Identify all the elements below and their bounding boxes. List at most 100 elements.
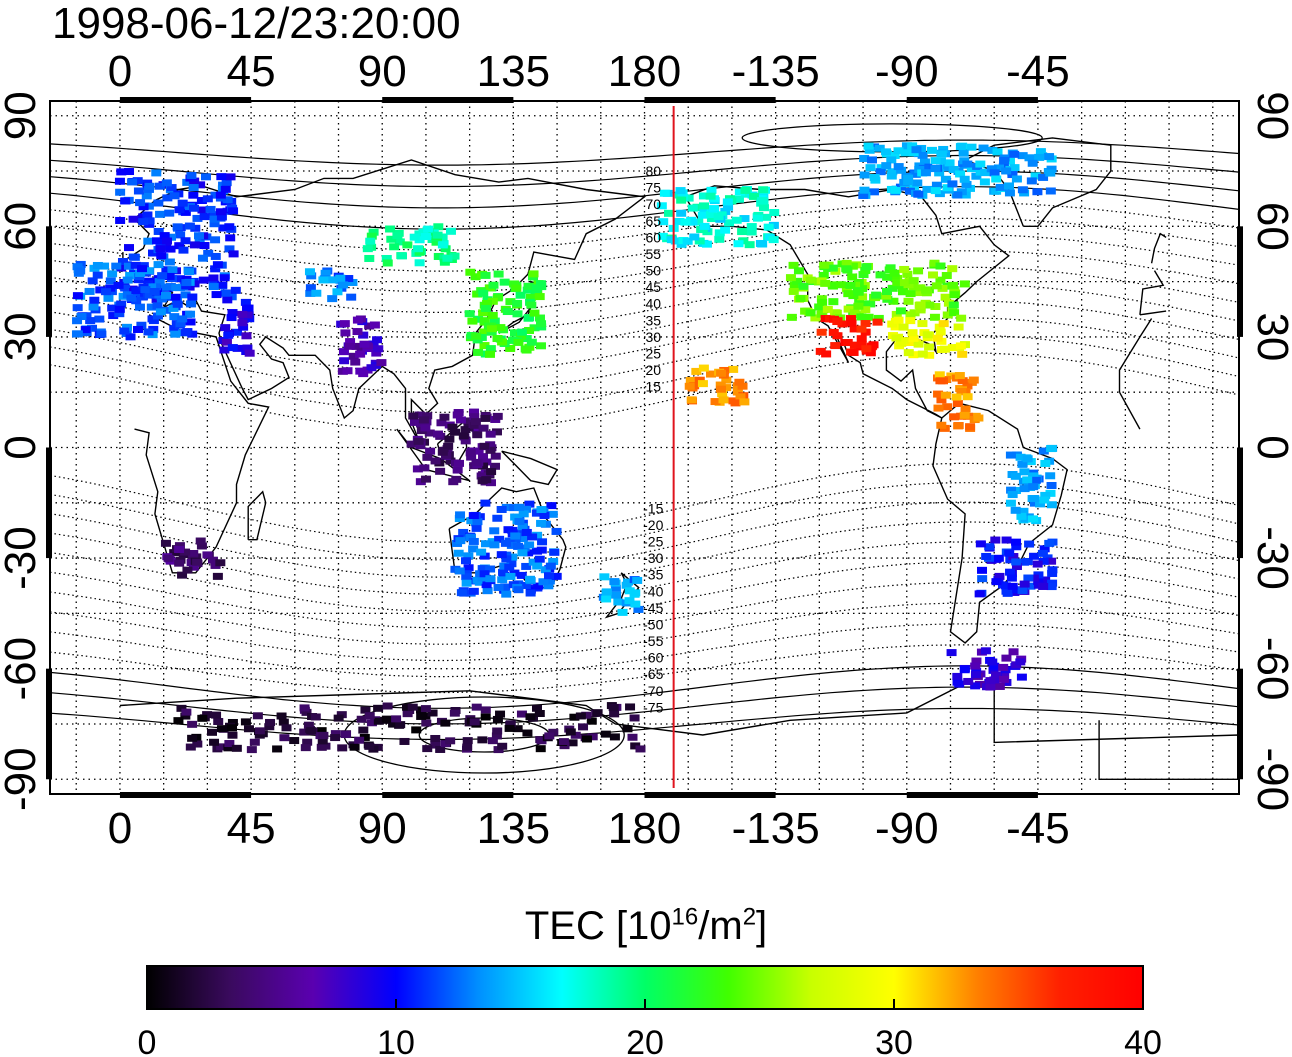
coastline xyxy=(498,280,544,334)
tec-point xyxy=(512,299,523,307)
tec-point xyxy=(532,547,543,555)
tec-point xyxy=(188,191,199,199)
tec-point xyxy=(761,213,772,221)
tec-point xyxy=(544,577,555,585)
tec-point xyxy=(305,284,316,292)
tec-point xyxy=(520,581,531,589)
tec-point xyxy=(723,203,734,211)
magnetic-latitude-line xyxy=(50,201,1239,251)
tec-point xyxy=(1046,165,1057,173)
tec-point xyxy=(1034,153,1045,161)
tec-point xyxy=(485,446,496,454)
tec-point xyxy=(496,505,507,513)
tec-point xyxy=(516,328,527,336)
tec-point xyxy=(988,666,999,674)
tec-point xyxy=(358,331,369,339)
frame-tick-bottom xyxy=(119,792,252,798)
tec-point xyxy=(504,563,515,571)
tec-point xyxy=(246,746,257,754)
tec-point xyxy=(734,188,745,196)
tec-point xyxy=(227,724,238,732)
tec-point xyxy=(480,304,491,312)
tec-point xyxy=(478,309,489,317)
tec-point xyxy=(440,245,451,253)
frame-tick-right xyxy=(1237,226,1243,337)
tec-point xyxy=(524,500,535,508)
tec-point xyxy=(868,188,879,196)
tec-point xyxy=(395,721,406,729)
tec-point xyxy=(397,252,408,260)
tec-point xyxy=(815,347,826,355)
tec-point xyxy=(701,240,712,248)
tec-point xyxy=(1007,491,1018,499)
tec-point xyxy=(436,419,447,427)
tec-point xyxy=(908,277,919,285)
tec-point xyxy=(980,647,991,655)
tec-point xyxy=(841,265,852,273)
tec-point xyxy=(895,307,906,315)
tec-point xyxy=(430,457,441,465)
tec-point xyxy=(184,222,195,230)
tec-point xyxy=(376,359,387,367)
tec-point xyxy=(922,185,933,193)
tec-point xyxy=(482,299,493,307)
tec-point xyxy=(310,713,321,721)
tec-point xyxy=(487,737,498,745)
tec-point xyxy=(126,294,137,302)
tec-point xyxy=(991,175,1002,183)
tec-point xyxy=(496,551,507,559)
tec-point xyxy=(986,165,997,173)
tec-point xyxy=(364,742,375,750)
longitude-label-bottom: 135 xyxy=(477,804,550,853)
tec-point xyxy=(460,437,471,445)
tec-point xyxy=(1038,582,1049,590)
tec-point xyxy=(546,502,557,510)
tec-point xyxy=(153,199,164,207)
tec-point xyxy=(617,608,628,616)
tec-point xyxy=(491,732,502,740)
tec-point xyxy=(217,281,228,289)
latitude-label-left: -30 xyxy=(0,526,45,590)
tec-point xyxy=(512,725,523,733)
tec-point xyxy=(492,715,503,723)
tec-point xyxy=(633,605,644,613)
tec-point xyxy=(408,412,419,420)
tec-point xyxy=(505,720,516,728)
tec-point xyxy=(492,514,503,522)
tec-point xyxy=(478,453,489,461)
tec-point xyxy=(479,442,490,450)
tec-point xyxy=(1009,164,1020,172)
tec-point xyxy=(185,743,196,751)
tec-point xyxy=(881,148,892,156)
tec-point xyxy=(940,391,951,399)
tec-point xyxy=(450,428,461,436)
tec-point xyxy=(413,437,424,445)
tec-point xyxy=(953,323,964,331)
colorbar-tick-label: 0 xyxy=(138,1024,157,1057)
magnetic-latitude-label: -25 xyxy=(643,533,663,549)
tec-point xyxy=(498,568,509,576)
tec-point xyxy=(220,289,231,297)
tec-point xyxy=(480,499,491,507)
tec-point xyxy=(311,289,322,297)
tec-point xyxy=(1011,538,1022,546)
tec-point xyxy=(473,348,484,356)
tec-point xyxy=(1039,496,1050,504)
tec-point xyxy=(613,598,624,606)
tec-point xyxy=(816,328,827,336)
tec-point xyxy=(985,683,996,691)
tec-point xyxy=(914,165,925,173)
tec-point xyxy=(924,301,935,309)
tec-point xyxy=(169,325,180,333)
tec-point xyxy=(155,308,166,316)
tec-point xyxy=(355,367,366,375)
tec-point xyxy=(929,259,940,267)
tec-point xyxy=(439,413,450,421)
tec-point xyxy=(238,323,249,331)
tec-point xyxy=(1027,159,1038,167)
tec-point xyxy=(949,309,960,317)
tec-point xyxy=(601,588,612,596)
tec-point xyxy=(488,281,499,289)
tec-point xyxy=(822,305,833,313)
tec-point xyxy=(80,326,91,334)
